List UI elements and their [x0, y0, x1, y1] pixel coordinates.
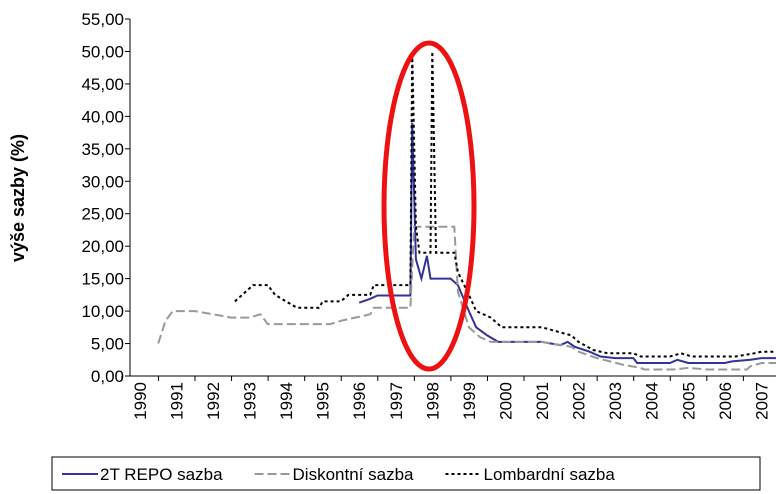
y-tick-label: 25,00 — [81, 205, 124, 224]
x-tick-label: 2005 — [679, 382, 698, 420]
y-tick-label: 10,00 — [81, 302, 124, 321]
x-tick-label: 1994 — [277, 382, 296, 420]
y-tick-label: 15,00 — [81, 270, 124, 289]
legend-box — [51, 456, 761, 491]
x-tick-label: 1997 — [387, 382, 406, 420]
x-tick-label: 1998 — [423, 382, 442, 420]
y-axis-label: výše sazby (%) — [8, 134, 28, 262]
y-tick-label: 45,00 — [81, 75, 124, 94]
x-tick-label: 2006 — [716, 382, 735, 420]
x-tick-label: 1995 — [314, 382, 333, 420]
series-line — [358, 122, 776, 364]
x-tick-label: 2003 — [606, 382, 625, 420]
x-tick-label: 1993 — [241, 382, 260, 420]
y-tick-label: 5,00 — [91, 335, 124, 354]
x-tick-label: 2007 — [752, 382, 771, 420]
y-tick-label: 50,00 — [81, 42, 124, 61]
x-tick-label: 1996 — [350, 382, 369, 420]
x-tick-label: 2001 — [533, 382, 552, 420]
x-tick-label: 1990 — [131, 382, 150, 420]
x-tick-label: 1999 — [460, 382, 479, 420]
x-tick-label: 2004 — [643, 382, 662, 420]
legend-label: Diskontní sazba — [293, 465, 414, 484]
legend-label: 2T REPO sazba — [100, 465, 223, 484]
y-tick-label: 30,00 — [81, 172, 124, 191]
x-tick-label: 1992 — [204, 382, 223, 420]
y-tick-label: 40,00 — [81, 107, 124, 126]
y-tick-label: 20,00 — [81, 237, 124, 256]
x-tick-label: 2000 — [496, 382, 515, 420]
x-tick-label: 1991 — [167, 382, 186, 420]
legend-label: Lombardní sazba — [483, 465, 615, 484]
x-tick-label: 2002 — [570, 382, 589, 420]
series-line — [234, 51, 776, 358]
highlight-ellipse — [381, 40, 477, 372]
y-tick-label: 35,00 — [81, 140, 124, 159]
y-tick-label: 0,00 — [91, 367, 124, 386]
y-tick-label: 55,00 — [81, 10, 124, 29]
